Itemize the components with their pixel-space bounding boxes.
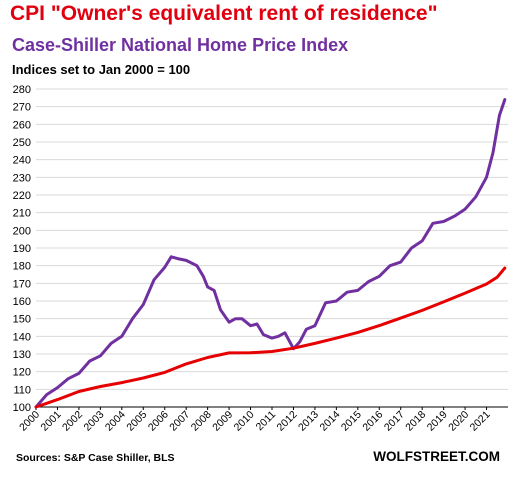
y-tick-label: 270 [13, 102, 31, 114]
x-tick-label: 2014 [317, 409, 342, 434]
y-tick-label: 150 [13, 314, 31, 326]
x-tick-label: 2016 [360, 409, 385, 434]
series-line-cpi [34, 266, 507, 409]
y-tick-label: 170 [13, 278, 31, 290]
y-tick-label: 160 [13, 296, 31, 308]
y-axis-ticks: 100 110 120 130 140 150 160 170 180 190 200 210 220 2… [13, 84, 31, 414]
x-tick-label: 2001 [39, 409, 64, 434]
y-tick-label: 200 [13, 225, 31, 237]
index-note: Indices set to Jan 2000 = 100 [12, 62, 191, 77]
x-tick-label: 2021 [468, 409, 493, 434]
y-tick-label: 220 [13, 190, 31, 202]
y-tick-label: 240 [13, 155, 31, 167]
x-tick-label: 2008 [189, 409, 214, 434]
y-tick-label: 110 [13, 384, 31, 396]
gridlines [36, 88, 508, 408]
x-tick-label: 2005 [124, 409, 149, 434]
x-tick-label: 2006 [146, 409, 171, 434]
x-tick-label: 2012 [275, 409, 300, 434]
y-tick-label: 230 [13, 172, 31, 184]
brand-label: WOLFSTREET.COM [373, 449, 500, 464]
x-tick-label: 2018 [403, 409, 428, 434]
x-axis-ticks: 2000200120022003200420052006200720082009… [17, 407, 493, 434]
x-tick-label: 2004 [103, 409, 128, 434]
x-tick-label: 2003 [81, 409, 106, 434]
y-tick-label: 210 [13, 208, 31, 220]
x-tick-label: 2015 [339, 409, 364, 434]
x-tick-label: 2002 [60, 409, 85, 434]
y-tick-label: 190 [13, 243, 31, 255]
x-tick-label: 2011 [254, 409, 279, 434]
x-tick-label: 2020 [446, 409, 471, 434]
x-tick-label: 2013 [296, 409, 321, 434]
x-tick-label: 2009 [210, 409, 235, 434]
x-tick-label: 2019 [425, 409, 450, 434]
y-tick-label: 260 [13, 119, 31, 131]
y-tick-label: 140 [13, 331, 31, 343]
series-lines [34, 98, 507, 409]
series-line-case-shiller [34, 98, 507, 409]
source-note: Sources: S&P Case Shiller, BLS [16, 452, 175, 464]
y-tick-label: 130 [13, 349, 31, 361]
x-tick-label: 2010 [232, 409, 257, 434]
y-tick-label: 280 [13, 84, 31, 96]
y-tick-label: 100 [13, 402, 31, 414]
x-tick-label: 2017 [382, 409, 407, 434]
y-tick-label: 250 [13, 137, 31, 149]
chart-subtitle-series: Case-Shiller National Home Price Index [12, 35, 349, 55]
y-tick-label: 180 [13, 261, 31, 273]
chart-title: CPI "Owner's equivalent rent of residenc… [10, 2, 438, 25]
x-tick-label: 2007 [167, 409, 192, 434]
y-tick-label: 120 [13, 367, 31, 379]
